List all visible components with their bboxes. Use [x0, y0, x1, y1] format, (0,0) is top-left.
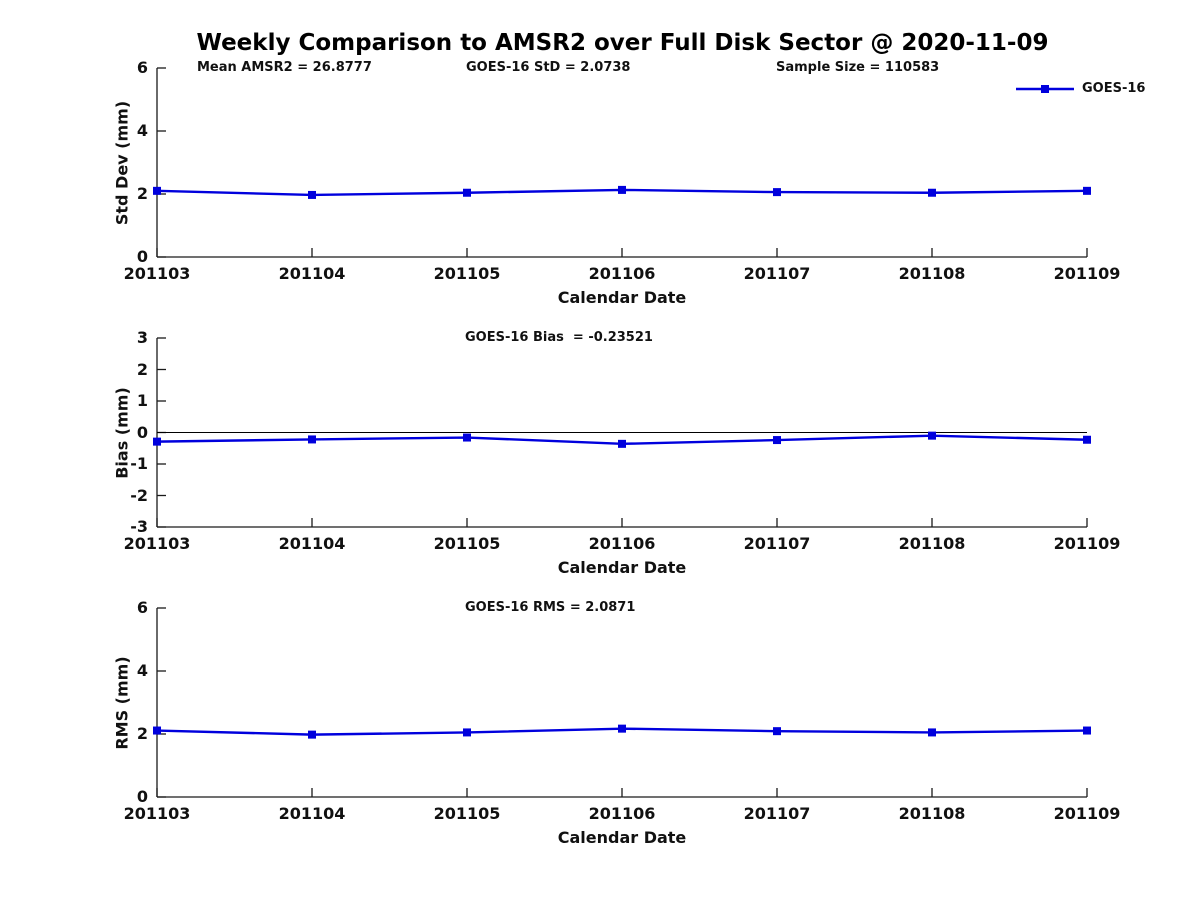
x-axis-title: Calendar Date — [557, 558, 687, 577]
y-tick-label: -1 — [130, 454, 148, 473]
y-tick-label: 1 — [136, 391, 148, 410]
series-marker — [463, 433, 471, 442]
x-tick-label: 201103 — [123, 804, 191, 823]
y-tick-label: 6 — [136, 598, 148, 617]
legend-label: GOES-16 — [1082, 81, 1146, 96]
series-marker — [463, 728, 471, 737]
series-marker — [1083, 186, 1091, 195]
x-tick-label: 201108 — [898, 534, 966, 553]
y-tick-label: 2 — [136, 184, 148, 203]
y-tick-label: 6 — [136, 58, 148, 77]
y-tick-label: 2 — [136, 724, 148, 743]
x-tick-label: 201104 — [278, 264, 346, 283]
x-tick-label: 201106 — [588, 534, 656, 553]
series-marker — [1083, 726, 1091, 735]
x-tick-label: 201105 — [433, 264, 501, 283]
y-tick-label: 4 — [136, 121, 148, 140]
series-marker — [618, 724, 626, 733]
legend-marker — [1041, 85, 1049, 93]
x-tick-label: 201103 — [123, 534, 191, 553]
x-tick-label: 201106 — [588, 264, 656, 283]
y-axis-title: Bias (mm) — [112, 386, 132, 479]
series-marker — [153, 726, 161, 735]
y-tick-label: -3 — [130, 517, 148, 536]
x-axis-title: Calendar Date — [557, 288, 687, 307]
series-marker — [308, 435, 316, 444]
x-tick-label: 201109 — [1053, 534, 1121, 553]
series-marker — [773, 727, 781, 736]
x-tick-label: 201103 — [123, 264, 191, 283]
panel-annotation: Sample Size = 110583 — [776, 60, 940, 75]
series-marker — [308, 730, 316, 739]
series-marker — [308, 190, 316, 199]
panel-annotation: Mean AMSR2 = 26.8777 — [197, 60, 372, 75]
panel-annotation: GOES-16 Bias = -0.23521 — [465, 330, 653, 345]
y-tick-label: 4 — [136, 661, 148, 680]
series-marker — [773, 188, 781, 197]
y-tick-label: -2 — [130, 485, 148, 505]
series-marker — [928, 431, 936, 440]
series-marker — [153, 186, 161, 195]
figure-title: Weekly Comparison to AMSR2 over Full Dis… — [196, 30, 1049, 56]
x-tick-label: 201106 — [588, 804, 656, 823]
y-tick-label: 3 — [136, 328, 148, 347]
y-tick-label: 0 — [136, 787, 148, 806]
x-tick-label: 201105 — [433, 804, 501, 823]
series-marker — [463, 188, 471, 197]
x-axis-title: Calendar Date — [557, 828, 687, 847]
y-axis-title: RMS (mm) — [112, 655, 132, 750]
x-tick-label: 201108 — [898, 264, 966, 283]
y-tick-label: 0 — [136, 247, 148, 266]
x-tick-label: 201107 — [743, 264, 811, 283]
series-marker — [928, 728, 936, 737]
x-tick-label: 201105 — [433, 534, 501, 553]
panel-annotation: GOES-16 RMS = 2.0871 — [465, 600, 636, 615]
x-tick-label: 201107 — [743, 534, 811, 553]
x-tick-label: 201104 — [278, 534, 346, 553]
series-marker — [773, 436, 781, 445]
y-tick-label: 2 — [136, 359, 148, 379]
x-tick-label: 201108 — [898, 804, 966, 823]
series-marker — [1083, 435, 1091, 444]
x-tick-label: 201107 — [743, 804, 811, 823]
series-marker — [928, 188, 936, 197]
x-tick-label: 201109 — [1053, 264, 1121, 283]
x-tick-label: 201104 — [278, 804, 346, 823]
y-tick-label: 0 — [136, 422, 148, 442]
y-axis-title: Std Dev (mm) — [112, 100, 132, 225]
series-marker — [153, 437, 161, 446]
panel-annotation: GOES-16 StD = 2.0738 — [466, 60, 631, 75]
series-marker — [618, 439, 626, 448]
x-tick-label: 201109 — [1053, 804, 1121, 823]
series-marker — [618, 185, 626, 194]
